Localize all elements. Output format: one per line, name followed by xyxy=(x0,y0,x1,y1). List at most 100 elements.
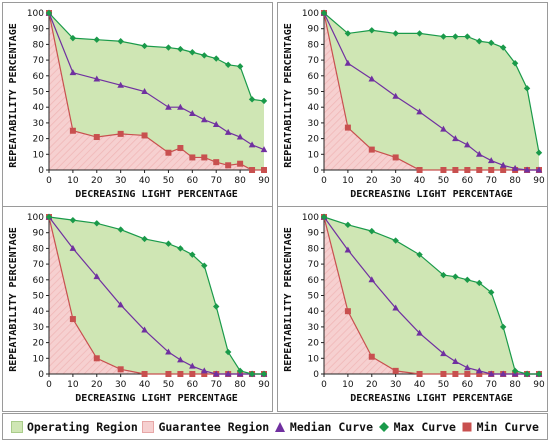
x-tick-label: 20 xyxy=(366,176,378,186)
median-curve-point xyxy=(344,246,352,253)
operating-region xyxy=(324,13,539,170)
x-tick-label: 40 xyxy=(139,380,151,390)
max-curve-point xyxy=(69,216,77,224)
median-curve-line xyxy=(48,12,265,151)
x-tick-label: 80 xyxy=(234,380,246,390)
median-curve-point xyxy=(416,329,423,336)
y-tick-label: 30 xyxy=(33,323,45,333)
median-curve-point xyxy=(248,141,256,148)
diamond-marker-icon xyxy=(378,421,389,432)
x-axis-title: DECREASING LIGHT PERCENTAGE xyxy=(350,189,513,200)
median-curve-point xyxy=(464,364,471,371)
x-tick-label: 60 xyxy=(462,380,474,390)
y-axis-title: REPEATABILITY PERCENTAGE xyxy=(283,23,294,168)
max-curve-point xyxy=(224,61,232,69)
max-curve-point xyxy=(464,276,471,283)
y-tick-label: 100 xyxy=(302,9,319,19)
max-curve-point xyxy=(213,303,220,310)
x-tick-label: 60 xyxy=(187,176,199,186)
x-tick-label: 70 xyxy=(485,380,497,390)
y-tick-label: 60 xyxy=(308,276,320,286)
guarantee-region xyxy=(324,13,539,170)
max-curve-point xyxy=(45,9,53,17)
median-curve-line xyxy=(323,12,539,171)
chart-svg: 0 10 20 30 40 50 60 70 80 90 100 0 10 20 30 40 50 60 70 80 9… xyxy=(283,213,545,404)
max-curve-point xyxy=(499,44,507,51)
legend-label: Max Curve xyxy=(393,419,456,434)
max-curve-point xyxy=(488,289,495,296)
y-axis-title: REPEATABILITY PERCENTAGE xyxy=(283,227,294,372)
chart-panel-top-right: 0 10 20 30 40 50 60 70 80 90 100 0 10 20 30 40 50 60 70 80 9… xyxy=(277,2,548,208)
x-tick-label: 80 xyxy=(234,176,246,186)
median-curve-point xyxy=(487,370,495,377)
x-tick-label: 0 xyxy=(46,176,52,186)
max-curve-point xyxy=(523,370,531,378)
min-curve-point xyxy=(344,124,351,131)
square-marker-icon xyxy=(462,422,472,431)
chart-panel-bottom-left: 0 10 20 30 40 50 60 70 80 90 100 0 10 20 30 40 50 60 70 80 9… xyxy=(2,206,273,412)
min-curve-point xyxy=(476,371,483,377)
max-curve-point xyxy=(320,9,328,17)
max-curve-point xyxy=(344,221,352,229)
median-curve-point xyxy=(368,276,376,283)
chart-svg: 0 10 20 30 40 50 60 70 80 90 100 0 10 20 30 40 50 60 70 80 9… xyxy=(8,213,270,404)
max-curve-point xyxy=(117,38,124,45)
min-curve-point xyxy=(476,167,483,173)
max-curve-point xyxy=(440,271,447,279)
min-curve-point xyxy=(392,154,399,161)
median-curve-point xyxy=(117,301,124,308)
y-tick-label: 50 xyxy=(308,292,320,302)
x-tick-label: 40 xyxy=(139,176,151,186)
x-tick-label: 10 xyxy=(67,176,79,186)
max-curve-point xyxy=(236,63,244,70)
operating-region xyxy=(49,217,264,374)
max-curve-point xyxy=(476,279,483,287)
max-curve-point xyxy=(236,367,244,375)
x-tick-label: 20 xyxy=(91,176,103,186)
median-curve-point xyxy=(189,109,196,116)
y-tick-label: 10 xyxy=(308,354,320,364)
y-tick-label: 20 xyxy=(33,339,45,349)
y-tick-label: 90 xyxy=(308,229,320,239)
y-tick-label: 0 xyxy=(313,166,319,176)
median-curve-point xyxy=(416,108,423,115)
median-curve-point xyxy=(141,326,148,333)
x-axis-title: DECREASING LIGHT PERCENTAGE xyxy=(75,189,238,200)
legend-label: Guarantee Region xyxy=(158,419,270,434)
min-curve-point xyxy=(237,160,244,167)
max-curve-point xyxy=(189,251,196,258)
max-curve-point xyxy=(201,262,208,269)
max-curve-point xyxy=(189,49,196,56)
y-tick-label: 50 xyxy=(33,292,45,302)
max-curve-point xyxy=(320,213,328,221)
y-tick-label: 30 xyxy=(308,119,320,129)
min-curve-point xyxy=(344,308,351,315)
max-curve-point xyxy=(523,85,531,92)
triangle-marker-icon xyxy=(274,421,285,432)
y-tick-label: 10 xyxy=(308,150,320,160)
median-curve-point xyxy=(392,92,399,99)
min-curve-point xyxy=(69,127,76,134)
min-curve-point xyxy=(464,371,471,377)
x-tick-label: 0 xyxy=(46,380,52,390)
y-tick-label: 0 xyxy=(38,166,44,176)
y-tick-label: 40 xyxy=(33,307,45,317)
y-tick-label: 60 xyxy=(33,72,45,82)
max-curve-point xyxy=(141,235,148,243)
median-curve-point xyxy=(212,120,220,127)
max-curve-point xyxy=(511,367,519,375)
median-curve-point xyxy=(165,103,172,110)
min-curve-point xyxy=(93,355,100,362)
median-curve-point xyxy=(523,166,531,173)
median-curve-point xyxy=(177,356,184,363)
max-curve-point xyxy=(416,251,423,258)
y-tick-label: 20 xyxy=(308,339,320,349)
median-curve-point xyxy=(368,75,376,82)
median-curve-point xyxy=(535,166,543,173)
legend: Operating Region Guarantee Region Median… xyxy=(2,413,548,440)
legend-item-min: Min Curve xyxy=(461,420,539,434)
x-tick-label: 0 xyxy=(321,380,327,390)
median-curve-point xyxy=(392,304,399,311)
legend-label: Operating Region xyxy=(27,419,138,434)
min-curve-point xyxy=(452,371,459,377)
